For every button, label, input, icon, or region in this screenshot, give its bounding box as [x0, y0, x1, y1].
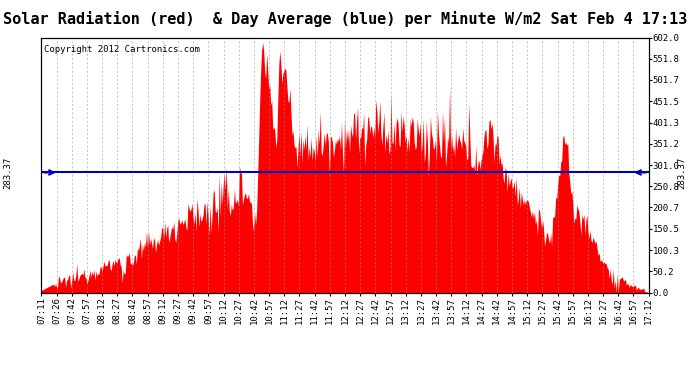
Text: Copyright 2012 Cartronics.com: Copyright 2012 Cartronics.com	[44, 45, 200, 54]
Text: 283.37: 283.37	[3, 156, 12, 189]
Text: 283.37: 283.37	[678, 156, 687, 189]
Text: Solar Radiation (red)  & Day Average (blue) per Minute W/m2 Sat Feb 4 17:13: Solar Radiation (red) & Day Average (blu…	[3, 11, 687, 27]
